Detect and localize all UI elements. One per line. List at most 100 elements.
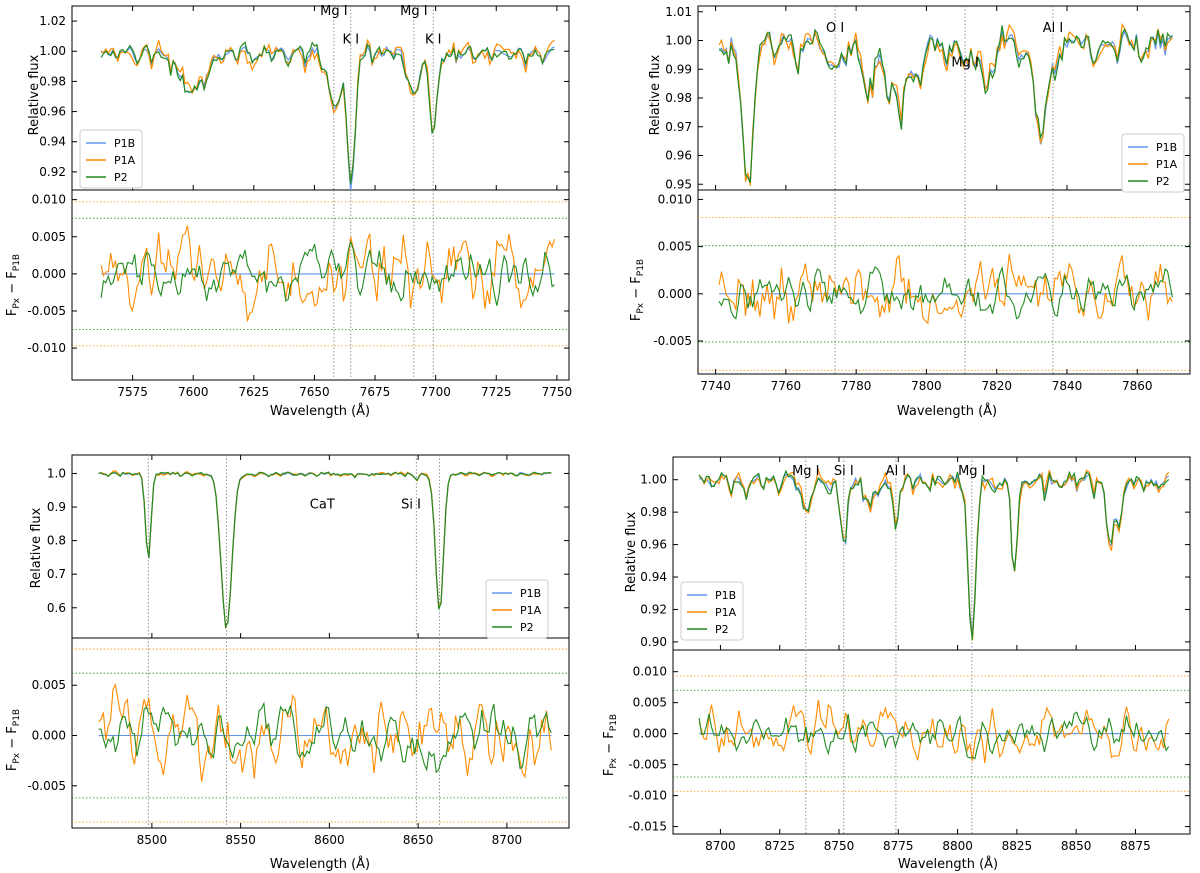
panel-3: 8500 8550 8600 8650 8700 0.6 0.7 0.8 0.9 1.0 -0.00… <box>27 454 570 847</box>
y-tick-label: 0.98 <box>39 74 66 88</box>
flux-series-p1b <box>718 30 1173 182</box>
x-tick-label: 7820 <box>981 379 1012 393</box>
y-tick-label: 0.000 <box>32 267 66 281</box>
y-tick-label: 0.7 <box>47 567 66 581</box>
y-tick-label: 1.02 <box>39 14 66 28</box>
y-tick-label: 0.96 <box>665 149 692 163</box>
y-tick-label: 0.98 <box>665 91 692 105</box>
flux-axes <box>71 5 570 191</box>
legend-label: P1A <box>114 154 136 167</box>
y-tick-label: 0.95 <box>665 177 692 191</box>
xlabel-panel-c: Wavelength (Å) <box>270 856 370 872</box>
y-tick-label: 1.00 <box>39 44 66 58</box>
flux-series-p2 <box>698 469 1170 640</box>
y-tick-label: 1.01 <box>665 5 692 19</box>
ylabel-top-panel-a: Relative flux <box>27 54 42 135</box>
xlabel-panel-d: Wavelength (Å) <box>898 856 998 872</box>
legend-label: P1A <box>1156 158 1178 171</box>
x-tick-label: 7575 <box>117 385 148 399</box>
residual-series-p1a <box>718 254 1173 325</box>
residual-series-p1a <box>98 683 552 782</box>
y-tick-label: 0.94 <box>39 135 66 149</box>
element-label: Si I <box>401 498 421 513</box>
element-label: Mg I <box>320 4 347 19</box>
y-tick-label: 1.00 <box>640 473 667 487</box>
x-tick-label: 7700 <box>420 385 451 399</box>
y-tick-label: 0.010 <box>658 192 692 206</box>
flux-series-p1a <box>100 38 555 183</box>
element-label: Al I <box>886 464 906 479</box>
y-tick-label: 0.000 <box>658 287 692 301</box>
ylabel-bottom-panel-b: FPx − FP1B <box>629 259 646 321</box>
ylabel-bottom-panel-a: FPx − FP1B <box>5 254 22 316</box>
y-tick-label: -0.005 <box>653 334 692 348</box>
residual-series-p1a <box>698 699 1170 764</box>
y-tick-label: 0.92 <box>640 602 667 616</box>
ylabel-top-panel-c: Relative flux <box>29 507 44 588</box>
x-tick-label: 8700 <box>705 839 736 853</box>
ylabel-bottom-panel-d: FPx − FP1B <box>602 714 619 776</box>
y-tick-label: 0.010 <box>32 193 66 207</box>
flux-series-p1a <box>698 467 1170 641</box>
flux-series-p1a <box>98 470 552 630</box>
element-label: K I <box>425 33 442 48</box>
y-tick-label: 0.97 <box>665 120 692 134</box>
x-tick-label: 7860 <box>1122 379 1153 393</box>
y-tick-label: 0.99 <box>665 62 692 76</box>
legend-label: P2 <box>715 623 729 636</box>
xlabel-panel-a: Wavelength (Å) <box>270 403 370 419</box>
residual-series-p2 <box>98 701 552 774</box>
x-tick-label: 7750 <box>542 385 573 399</box>
x-tick-label: 8650 <box>403 833 434 847</box>
element-label: Mg I <box>400 4 427 19</box>
x-tick-label: 8850 <box>1061 839 1092 853</box>
legend-label: P1B <box>1156 141 1177 154</box>
ylabel-top-panel-d: Relative flux <box>624 511 639 592</box>
ylabel-top-panel-b: Relative flux <box>648 54 663 135</box>
y-tick-label: 0.94 <box>640 570 667 584</box>
residual-axes <box>697 189 1191 375</box>
x-tick-label: 8725 <box>764 839 795 853</box>
x-tick-label: 7600 <box>178 385 209 399</box>
x-tick-label: 7840 <box>1052 379 1083 393</box>
y-tick-label: 0.98 <box>640 505 667 519</box>
legend: P1B P1A P2 <box>79 129 143 189</box>
flux-series-p1b <box>98 471 552 629</box>
y-tick-label: 0.005 <box>32 230 66 244</box>
y-tick-label: 0.005 <box>658 240 692 254</box>
x-tick-label: 7625 <box>239 385 270 399</box>
x-tick-label: 8775 <box>883 839 914 853</box>
residual-axes <box>71 189 570 381</box>
x-tick-label: 7780 <box>841 379 872 393</box>
element-label: Mg I <box>958 464 985 479</box>
y-tick-label: 0.005 <box>32 678 66 692</box>
flux-series-p2 <box>98 471 552 629</box>
panel-4: 8700 8725 8750 8775 8800 8825 8850 8875 0.90 0.92… <box>628 456 1191 853</box>
residual-series-p2 <box>698 711 1170 760</box>
y-tick-label: 0.90 <box>640 635 667 649</box>
y-tick-label: 0.8 <box>47 534 66 548</box>
flux-series-p1b <box>699 472 1170 635</box>
y-tick-label: 0.000 <box>32 729 66 743</box>
flux-series-p1a <box>718 22 1173 186</box>
x-tick-label: 7740 <box>700 379 731 393</box>
element-label: Si I <box>834 464 854 479</box>
y-tick-label: 0.005 <box>633 696 667 710</box>
flux-series-p2 <box>100 41 555 184</box>
legend-label: P1A <box>520 604 542 617</box>
element-label: O I <box>826 21 844 36</box>
legend-label: P1B <box>520 587 541 600</box>
panel-2: 7740 7760 7780 7800 7820 7840 7860 0.95 0.96 0.97… <box>653 5 1191 393</box>
y-tick-label: 1.0 <box>47 466 66 480</box>
residual-series-p2 <box>100 239 555 306</box>
y-tick-label: 0.000 <box>633 727 667 741</box>
residual-axes <box>672 649 1191 835</box>
x-tick-label: 8500 <box>137 833 168 847</box>
element-label: Al I <box>1043 21 1063 36</box>
x-tick-label: 7725 <box>481 385 512 399</box>
x-tick-label: 8750 <box>824 839 855 853</box>
legend-label: P1B <box>114 137 135 150</box>
legend-label: P1A <box>715 606 737 619</box>
legend-label: P2 <box>520 621 534 634</box>
